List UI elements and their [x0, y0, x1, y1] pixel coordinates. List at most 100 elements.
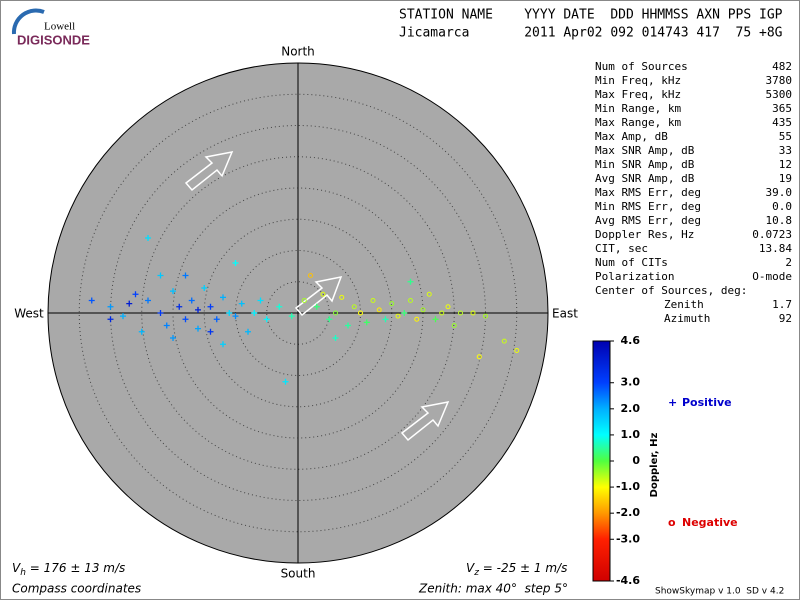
negative-source	[389, 301, 395, 307]
positive-source	[363, 319, 370, 326]
header-labels: STATION NAME YYYY DATE DDD HHMMSS AXN PP…	[399, 8, 783, 23]
stat-label: Min SNR Amp, dB	[595, 158, 695, 171]
colorbar-tick-label: -1.0	[616, 480, 640, 493]
positive-source	[251, 310, 258, 316]
colorbar-tick-label: 1.0	[621, 428, 641, 441]
coords-label: Compass coordinates	[12, 582, 141, 596]
positive-source	[157, 310, 164, 316]
colorbar-tick-label: 2.0	[621, 402, 641, 415]
arrows	[184, 150, 450, 442]
positive-source	[195, 325, 201, 332]
stat-label: CIT, sec	[595, 242, 648, 255]
arrow	[294, 275, 343, 317]
vz-text: = -25 ± 1 m/s	[479, 561, 567, 575]
negative-source	[458, 310, 463, 316]
negative-source	[451, 323, 457, 328]
stat-label: Num of Sources	[595, 60, 688, 73]
negative-source	[358, 310, 363, 316]
negative-source	[501, 338, 507, 344]
center-label: Azimuth	[664, 312, 710, 325]
stat-label: Max Amp, dB	[595, 130, 668, 143]
stat-value: O-mode	[752, 270, 792, 283]
positive-source	[107, 303, 114, 310]
positive-source	[88, 297, 95, 304]
negative-source	[514, 348, 520, 353]
stat-label: Max RMS Err, deg	[595, 186, 701, 199]
stat-value: 2	[785, 256, 792, 269]
negative-source	[370, 298, 376, 303]
negative-source	[483, 313, 488, 319]
stat-label: Min Range, km	[595, 102, 681, 115]
positive-source	[345, 322, 351, 329]
stat-value: 13.84	[759, 242, 792, 255]
stat-value: 10.8	[766, 214, 793, 227]
colorbar-tick-label: 0	[632, 454, 640, 467]
stat-label: Polarization	[595, 270, 674, 283]
center-value: 92	[779, 312, 792, 325]
positive-source	[220, 294, 226, 301]
positive-source	[226, 310, 233, 316]
vh-text: = 176 ± 13 m/s	[26, 561, 125, 575]
positive-source	[326, 316, 333, 323]
arrow	[400, 400, 450, 442]
positive-source	[332, 335, 339, 341]
arrow	[184, 150, 234, 192]
stat-value: 0.0723	[752, 228, 792, 241]
legend-label: Positive	[682, 396, 732, 409]
positive-source	[245, 328, 251, 335]
colorbar	[592, 340, 611, 582]
colorbar-tick-label: -4.6	[616, 574, 640, 587]
negative-source	[408, 298, 413, 303]
positive-source	[232, 313, 239, 320]
header-values: Jicamarca 2011 Apr02 092 014743 417 75 +…	[399, 26, 783, 41]
colorbar-title: Doppler, Hz	[649, 433, 660, 498]
zenith-label: Zenith: max 40° step 5°	[418, 582, 568, 596]
stat-label: Doppler Res, Hz	[595, 228, 694, 241]
positive-source	[170, 288, 176, 295]
positive-source	[207, 303, 214, 310]
center-title: Center of Sources, deg:	[595, 284, 747, 297]
stat-label: Min Freq, kHz	[595, 74, 681, 87]
positive-source	[188, 297, 195, 304]
positive-source	[382, 316, 389, 323]
positive-source	[120, 313, 126, 320]
stat-label: Max Range, km	[595, 116, 681, 129]
positive-source	[207, 328, 214, 335]
stat-value: 5300	[766, 88, 793, 101]
positive-source	[213, 316, 220, 323]
positive-source	[126, 300, 133, 307]
positive-source	[313, 303, 320, 310]
negative-source	[351, 304, 357, 310]
stat-value: 365	[772, 102, 792, 115]
negative-source	[301, 298, 307, 303]
stat-value: 435	[772, 116, 792, 129]
positive-source	[176, 303, 183, 310]
negative-source	[445, 304, 451, 310]
stat-label: Min RMS Err, deg	[595, 200, 701, 213]
vh-label: Vh = 176 ± 13 m/s	[12, 561, 125, 578]
vz-sub: z	[473, 568, 479, 578]
legend-marker: +	[668, 396, 677, 409]
logo-swoosh	[11, 8, 45, 35]
compass-west: West	[14, 307, 44, 321]
compass-south: South	[281, 567, 316, 581]
negative-source	[414, 316, 420, 322]
colorbar-tick-label: 3.0	[621, 376, 641, 389]
vh-symbol: V	[12, 561, 21, 575]
stat-value: 482	[772, 60, 792, 73]
version-label: ShowSkymap v 1.0 SD v 4.2	[655, 587, 784, 597]
positive-source	[288, 313, 295, 320]
stat-label: Max Freq, kHz	[595, 88, 681, 101]
negative-source	[395, 313, 401, 319]
positive-source	[263, 316, 270, 323]
stat-value: 3780	[766, 74, 793, 87]
positive-source	[132, 291, 139, 298]
legend-label: Negative	[682, 516, 738, 529]
positive-source	[276, 303, 283, 310]
logo-bottom: DIGISONDE	[17, 32, 90, 47]
negative-source	[426, 291, 432, 297]
colorbar-tick-label: 4.6	[621, 334, 641, 347]
positive-source	[401, 310, 408, 316]
positive-source	[232, 260, 239, 266]
logo-top: Lowell	[44, 21, 75, 33]
